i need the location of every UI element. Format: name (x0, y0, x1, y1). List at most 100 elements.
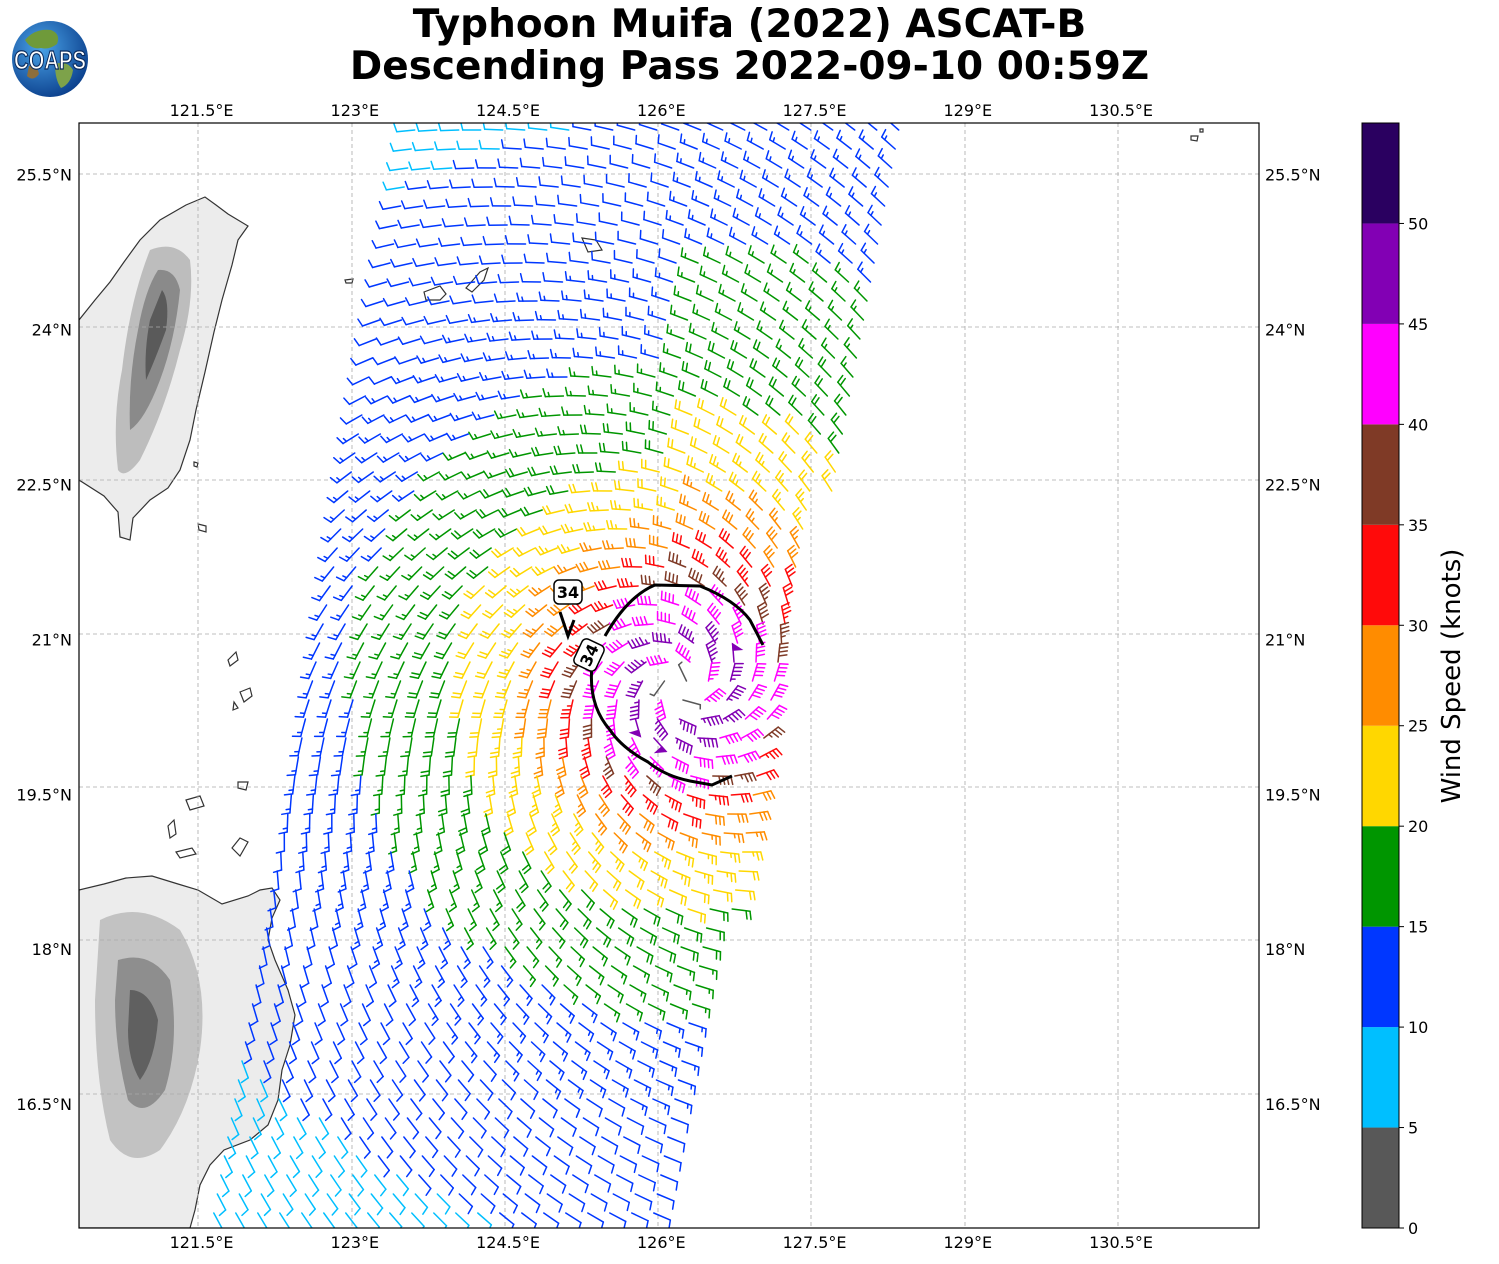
wind-barb-464 (410, 509, 433, 522)
colorbar-tick-8: 40 (1408, 415, 1428, 434)
wind-barb-567 (736, 564, 749, 587)
wind-barb-432 (732, 452, 749, 473)
wind-barb-411 (781, 432, 796, 454)
wind-barb-708 (424, 718, 439, 738)
wind-barb-1262 (279, 1212, 291, 1228)
wind-barb-158 (818, 224, 835, 245)
wind-barb-118 (441, 218, 464, 228)
wind-barb-1170 (582, 1117, 600, 1137)
wind-barb-451 (637, 478, 657, 492)
wind-barb-940 (665, 908, 684, 926)
wind-barb-720 (700, 714, 724, 727)
wind-barb-1142 (432, 1098, 445, 1121)
wind-barb-620 (433, 642, 453, 660)
wind-barb-592 (305, 623, 324, 641)
wind-barb-808 (686, 794, 706, 810)
wind-barb-141 (438, 237, 461, 247)
wind-barb-974 (460, 946, 471, 970)
wind-barb-1073 (310, 1041, 320, 1065)
wind-barb-926 (354, 908, 364, 932)
wind-barb-641 (409, 661, 427, 680)
wind-barb-601 (501, 623, 522, 639)
wind-barb-86 (761, 169, 779, 188)
wind-barb-706 (380, 718, 395, 738)
wind-barb-1243 (326, 1193, 339, 1216)
lat-tick-left-5: 18°N (32, 940, 72, 959)
wind-barb-470 (542, 505, 565, 516)
wind-barb-331 (542, 388, 565, 398)
wind-barb-809 (708, 794, 730, 806)
wind-barb-995 (456, 965, 468, 988)
wind-barb-416 (373, 471, 397, 483)
wind-barb-343 (814, 375, 829, 397)
wind-barb-201 (744, 264, 762, 283)
wind-barb-590 (758, 582, 770, 606)
wind-barb-323 (365, 395, 389, 405)
wind-barb-873 (654, 851, 672, 870)
wind-barb-332 (564, 386, 587, 397)
lat-tick-left-3: 21°N (32, 630, 72, 649)
lat-tick-right-2: 22.5°N (1265, 475, 1321, 494)
wind-barb-1110 (659, 1060, 678, 1078)
wind-barb-135 (822, 205, 838, 226)
wind-barb-110 (780, 187, 798, 207)
wind-barb-482 (320, 528, 342, 543)
wind-barb-574 (395, 604, 416, 621)
wind-barb-1240 (260, 1193, 272, 1217)
wind-barb-429 (663, 456, 683, 473)
wind-barb-552 (398, 585, 419, 601)
wind-barb-994 (434, 965, 445, 989)
wind-barb-455 (728, 471, 745, 492)
wind-barb-867 (521, 851, 532, 875)
wind-barb-713 (536, 718, 549, 739)
wind-barb-672 (604, 680, 622, 699)
wind-barb-605 (586, 620, 610, 634)
wind-barb-1193 (623, 1136, 641, 1155)
wind-barb-904 (357, 889, 367, 913)
wind-barb-569 (784, 563, 796, 587)
wind-barb-630 (651, 632, 673, 644)
wind-barb-1002 (610, 965, 628, 985)
wind-barb-101 (579, 193, 600, 207)
wind-barb-337 (678, 380, 697, 397)
wind-barb-279 (416, 355, 440, 364)
wind-barb-391 (333, 452, 356, 464)
wind-barb-1279 (653, 1212, 672, 1228)
wind-barb-475 (656, 495, 675, 511)
wind-barb-362 (719, 397, 737, 416)
wind-barb-931 (467, 908, 477, 932)
wind-barb-1003 (632, 965, 650, 984)
wind-barb-896 (672, 870, 691, 887)
wind-barb-77 (560, 175, 581, 188)
wind-barb-172 (613, 249, 633, 264)
wind-barb-146 (549, 233, 571, 245)
wind-barb-894 (628, 870, 645, 890)
wind-barb-1125 (523, 1079, 539, 1101)
wind-barb-870 (588, 851, 602, 874)
wind-barb-1208 (487, 1155, 503, 1177)
wind-barb-277 (372, 357, 396, 366)
wind-barb-212 (471, 294, 494, 304)
wind-barb-804 (598, 794, 610, 817)
wind-barb-827 (617, 813, 631, 835)
wind-barb-122 (530, 214, 552, 226)
wind-barb-823 (527, 813, 537, 837)
wind-barb-1234 (594, 1174, 612, 1193)
wind-barb-78 (583, 174, 603, 188)
wind-barb-104 (646, 191, 666, 207)
wind-barb-58 (653, 153, 673, 169)
wind-barb-109 (758, 188, 776, 207)
wind-barb-33 (613, 135, 632, 150)
wind-barb-587 (684, 586, 702, 606)
wind-barb-625 (541, 642, 563, 658)
wind-barb-448 (568, 483, 591, 494)
wind-barb-1036 (427, 1003, 439, 1026)
wind-barb-696 (654, 699, 667, 723)
wind-barb-845 (524, 832, 535, 856)
wind-barb-507 (382, 547, 404, 562)
wind-barb-951 (419, 927, 429, 951)
wind-barb-566 (712, 565, 727, 587)
wind-barb-537 (553, 564, 577, 575)
wind-barb-155 (751, 226, 769, 245)
wind-barb-955 (507, 927, 520, 950)
